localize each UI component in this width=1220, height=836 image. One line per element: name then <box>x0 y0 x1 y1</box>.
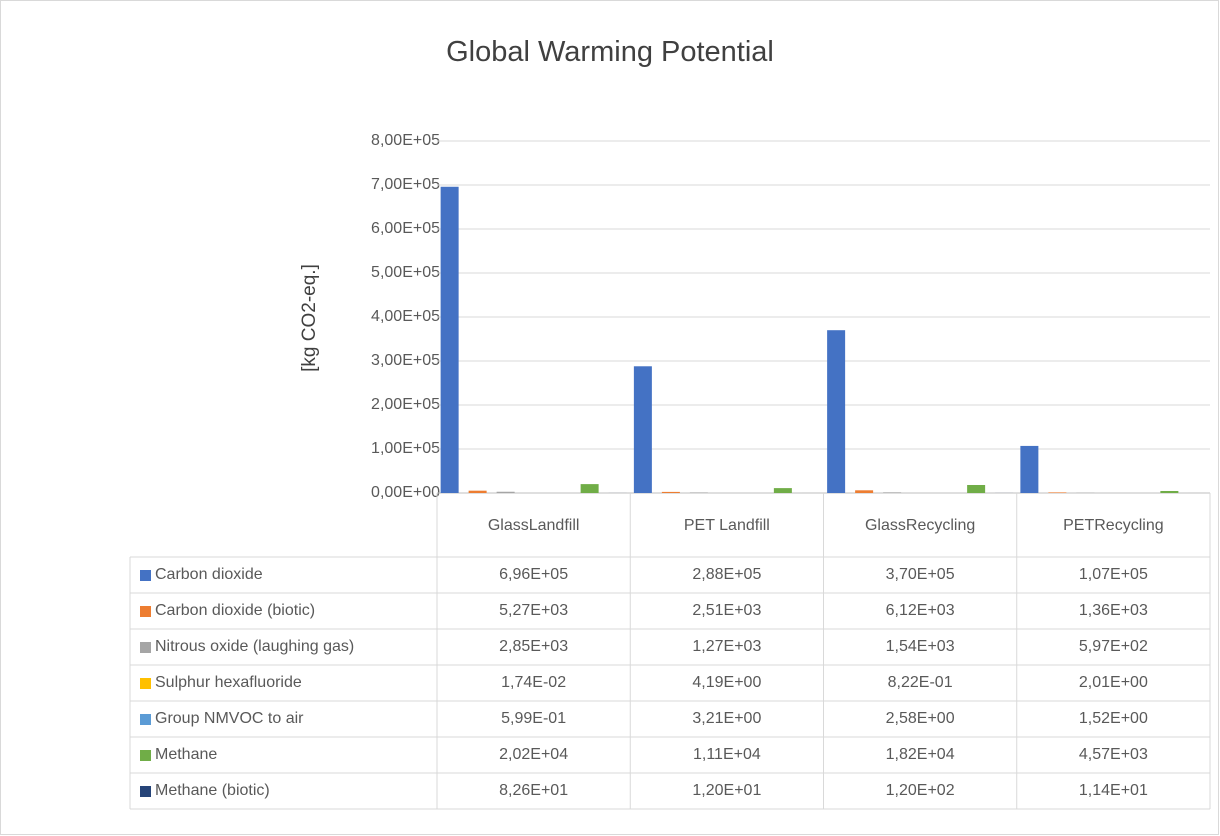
table-cell: 2,51E+03 <box>692 602 762 619</box>
category-label: Glass Landfill <box>437 493 630 557</box>
y-tick-label: 2,00E+05 <box>371 396 440 413</box>
chart-title: Global Warming Potential <box>446 36 774 68</box>
legend-key <box>140 605 151 617</box>
category-label-line: Recycling <box>905 516 976 534</box>
category-label: Glass Recycling <box>824 493 1017 557</box>
legend-entry: Methane <box>140 737 217 773</box>
bar-2-1 <box>855 490 874 493</box>
table-cell: 1,36E+03 <box>1078 602 1148 619</box>
category-label-line: Recycling <box>1094 516 1164 534</box>
legend-entry: Sulphur hexafluoride <box>140 665 302 701</box>
legend-label: Methane <box>155 746 218 763</box>
table-cell: 8,22E-01 <box>887 674 953 691</box>
legend-label: Group NMVOC to air <box>155 710 304 727</box>
table-cell: 1,52E+00 <box>1078 710 1148 727</box>
table-cell: 1,74E-02 <box>501 674 567 691</box>
y-tick-label: 6,00E+05 <box>371 220 440 237</box>
legend-entry: Carbon dioxide <box>140 557 263 593</box>
table-cell: 4,19E+00 <box>692 674 762 691</box>
table-cell: 5,99E-01 <box>501 710 567 727</box>
legend-entry: Nitrous oxide (laughing gas) <box>140 629 354 665</box>
y-tick-label: 5,00E+05 <box>371 264 440 281</box>
category-label-line: Glass <box>487 516 529 534</box>
bar-1-1 <box>661 491 680 493</box>
y-tick-label: 4,00E+05 <box>371 308 440 325</box>
table-cell: 2,85E+03 <box>499 638 569 655</box>
category-label: PET Landfill <box>630 493 823 557</box>
table-cell: 5,27E+03 <box>499 602 569 619</box>
legend-entry: Carbon dioxide (biotic) <box>140 593 315 629</box>
table-cell: 6,96E+05 <box>499 566 569 583</box>
bar-1-0 <box>633 366 652 493</box>
y-tick-label: 0,00E+00 <box>371 484 440 501</box>
legend-key <box>140 641 151 653</box>
y-tick-label: 8,00E+05 <box>371 132 440 149</box>
bar-2-2 <box>883 492 902 493</box>
bar-0-5 <box>580 484 599 493</box>
bar-0-2 <box>496 491 515 493</box>
bar-3-5 <box>1160 490 1179 493</box>
table-cell: 2,58E+00 <box>885 710 955 727</box>
y-tick-label: 7,00E+05 <box>371 176 440 193</box>
legend-label: Carbon dioxide <box>155 566 263 583</box>
table-cell: 3,21E+00 <box>692 710 762 727</box>
table-cell: 1,82E+04 <box>885 746 955 763</box>
category-label-line: Glass <box>864 516 906 534</box>
category-label-line: Landfill <box>528 516 580 534</box>
bar-3-0 <box>1020 445 1039 493</box>
legend-key <box>140 785 151 797</box>
table-cell: 1,27E+03 <box>692 638 762 655</box>
table-cell: 1,20E+01 <box>692 782 762 799</box>
bar-1-2 <box>689 492 708 493</box>
bar-3-1 <box>1048 492 1067 493</box>
category-label-line: PET Landfill <box>683 516 770 534</box>
table-cell: 3,70E+05 <box>885 566 955 583</box>
bar-2-5 <box>967 484 986 493</box>
table-cell: 1,20E+02 <box>885 782 955 799</box>
legend-label: Nitrous oxide (laughing gas) <box>155 638 355 655</box>
table-cell: 8,26E+01 <box>499 782 569 799</box>
bar-0-0 <box>440 186 459 493</box>
legend-key <box>140 749 151 761</box>
table-cell: 6,12E+03 <box>885 602 955 619</box>
legend-key <box>140 677 151 689</box>
legend-key <box>140 569 151 581</box>
category-label: PET Recycling <box>1017 493 1210 557</box>
table-cell: 1,14E+01 <box>1078 782 1148 799</box>
legend-label: Methane (biotic) <box>155 782 270 799</box>
table-cell: 5,97E+02 <box>1078 638 1148 655</box>
table-cell: 2,02E+04 <box>499 746 569 763</box>
bar-2-0 <box>827 330 846 493</box>
table-cell: 1,07E+05 <box>1078 566 1148 583</box>
legend-entry: Group NMVOC to air <box>140 701 303 737</box>
table-cell: 2,01E+00 <box>1078 674 1148 691</box>
legend-key <box>140 713 151 725</box>
legend-entry: Methane (biotic) <box>140 773 270 809</box>
table-cell: 2,88E+05 <box>692 566 762 583</box>
table-cell: 4,57E+03 <box>1078 746 1148 763</box>
bar-0-1 <box>468 490 487 493</box>
table-cell: 1,54E+03 <box>885 638 955 655</box>
legend-label: Carbon dioxide (biotic) <box>155 602 316 619</box>
category-label-line: PET <box>1063 516 1095 534</box>
y-tick-label: 3,00E+05 <box>371 352 440 369</box>
y-tick-label: 1,00E+05 <box>371 440 440 457</box>
table-cell: 1,11E+04 <box>692 746 761 763</box>
bar-1-5 <box>773 488 792 493</box>
legend-label: Sulphur hexafluoride <box>155 674 302 691</box>
